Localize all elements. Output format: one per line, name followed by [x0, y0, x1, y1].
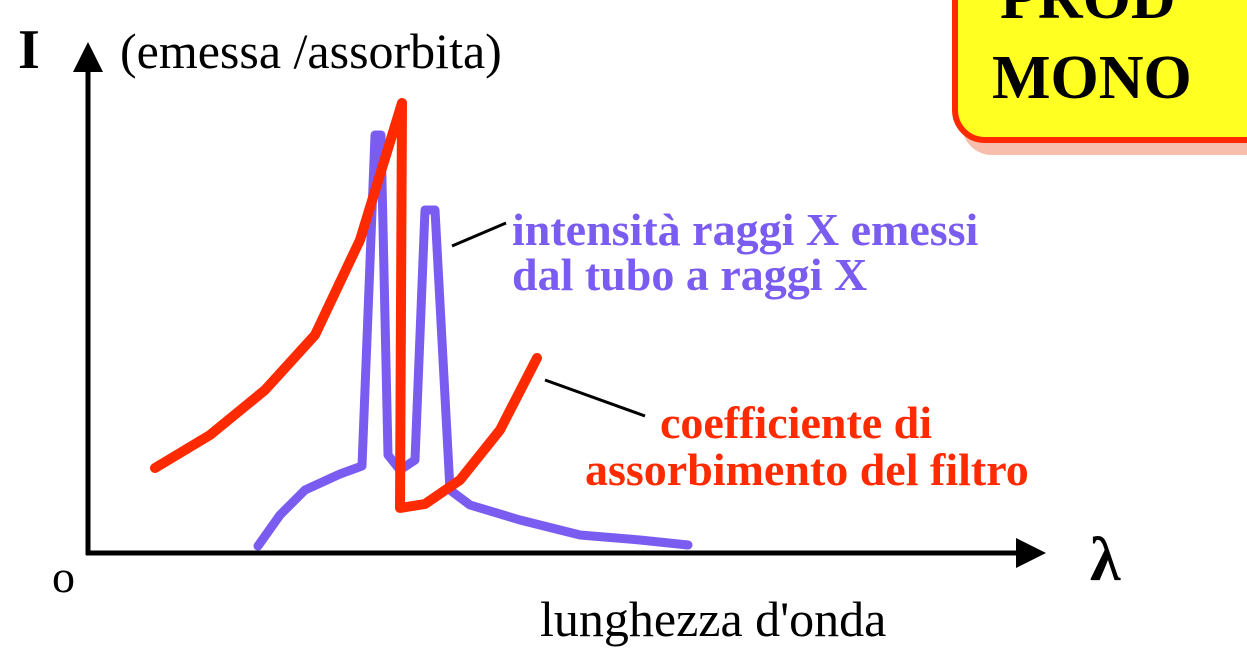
box-line: PROD — [1000, 0, 1176, 32]
box-line: MONO — [992, 44, 1192, 112]
absorption-curve — [150, 98, 542, 513]
emission-curve — [253, 130, 693, 551]
leader-line — [544, 378, 646, 418]
x-symbol: λ — [1090, 526, 1121, 594]
origin-label: o — [52, 551, 75, 602]
absorption-label: assorbimento del filtro — [585, 444, 1029, 495]
x-label: lunghezza d'onda — [540, 591, 886, 647]
emission-label: intensità raggi X emessi — [512, 204, 979, 255]
leader-line — [451, 221, 507, 248]
y-label: I — [18, 19, 40, 81]
title-box: PROD MONO — [952, 0, 1247, 155]
y-note: (emessa /assorbita) — [120, 23, 502, 79]
emission-label: dal tubo a raggi X — [512, 249, 867, 300]
absorption-label: coefficiente di — [660, 397, 932, 448]
